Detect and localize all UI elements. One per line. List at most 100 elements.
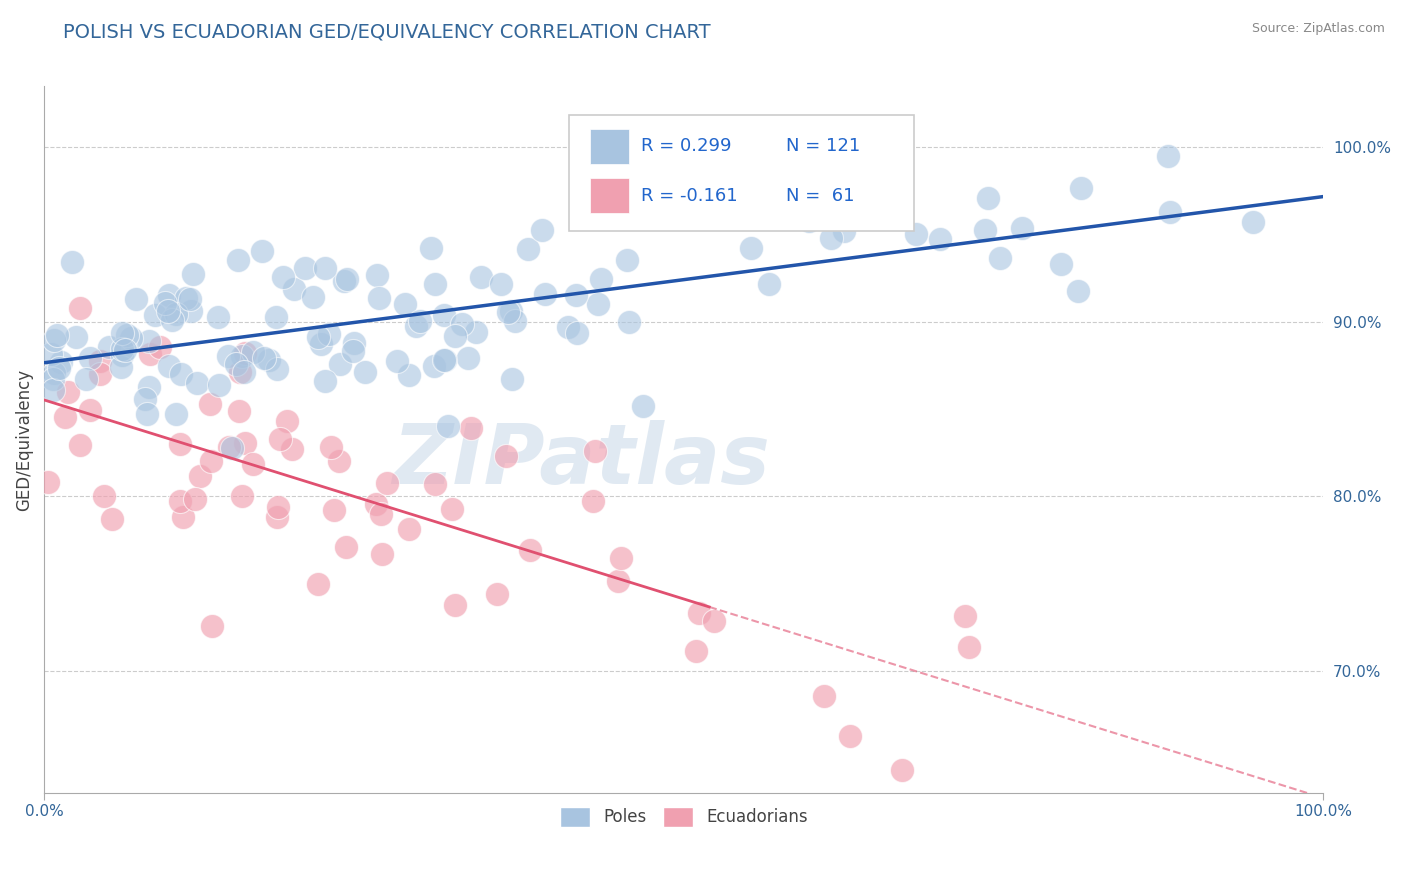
Point bbox=[606, 574, 628, 588]
Point bbox=[180, 303, 202, 318]
Point bbox=[42, 371, 65, 385]
Point bbox=[307, 330, 329, 344]
Text: POLISH VS ECUADORIAN GED/EQUIVALENCY CORRELATION CHART: POLISH VS ECUADORIAN GED/EQUIVALENCY COR… bbox=[63, 22, 711, 41]
Point bbox=[797, 214, 820, 228]
Point bbox=[565, 326, 588, 340]
Point bbox=[582, 493, 605, 508]
Point bbox=[111, 343, 134, 357]
Point bbox=[434, 353, 457, 368]
Point bbox=[49, 355, 72, 369]
Text: ZIPatlas: ZIPatlas bbox=[392, 420, 770, 501]
Point bbox=[610, 551, 633, 566]
Point bbox=[252, 244, 274, 258]
Point bbox=[530, 223, 553, 237]
Point bbox=[225, 357, 247, 371]
Point bbox=[276, 414, 298, 428]
Point bbox=[364, 497, 387, 511]
Point bbox=[221, 441, 243, 455]
Point bbox=[111, 348, 134, 362]
Point bbox=[423, 476, 446, 491]
Point bbox=[465, 325, 488, 339]
Point bbox=[1066, 285, 1088, 299]
Point bbox=[46, 328, 69, 343]
Point bbox=[125, 292, 148, 306]
Point bbox=[318, 327, 340, 342]
Point bbox=[217, 349, 239, 363]
Point bbox=[208, 378, 231, 392]
Point bbox=[165, 407, 187, 421]
Point bbox=[557, 320, 579, 334]
Point bbox=[309, 337, 332, 351]
Point bbox=[226, 253, 249, 268]
Point bbox=[314, 375, 336, 389]
Point bbox=[253, 351, 276, 365]
Point bbox=[929, 232, 952, 246]
Point bbox=[534, 286, 557, 301]
Point bbox=[444, 598, 467, 612]
Point bbox=[519, 542, 541, 557]
Point bbox=[169, 437, 191, 451]
Point bbox=[157, 359, 180, 374]
Point bbox=[329, 357, 352, 371]
Point bbox=[336, 272, 359, 286]
Point bbox=[39, 347, 62, 361]
Point bbox=[89, 367, 111, 381]
Point bbox=[366, 268, 388, 282]
Point bbox=[470, 270, 492, 285]
Point bbox=[55, 409, 77, 424]
Point bbox=[62, 255, 84, 269]
Point bbox=[170, 367, 193, 381]
Point bbox=[271, 270, 294, 285]
Point bbox=[422, 359, 444, 373]
Point bbox=[207, 310, 229, 325]
Point bbox=[120, 331, 142, 345]
Point bbox=[398, 522, 420, 536]
Point bbox=[343, 336, 366, 351]
Point bbox=[333, 274, 356, 288]
Point bbox=[433, 308, 456, 322]
Point bbox=[89, 354, 111, 368]
Point bbox=[977, 191, 1000, 205]
Point bbox=[385, 354, 408, 368]
Point bbox=[616, 252, 638, 267]
Point bbox=[371, 547, 394, 561]
Point bbox=[425, 277, 447, 292]
Point bbox=[138, 334, 160, 349]
Point bbox=[499, 303, 522, 318]
Point bbox=[516, 242, 538, 256]
Point bbox=[79, 351, 101, 366]
Point bbox=[181, 267, 204, 281]
Text: N = 121: N = 121 bbox=[786, 137, 860, 155]
Point bbox=[110, 360, 132, 375]
Point bbox=[233, 346, 256, 360]
Point bbox=[201, 618, 224, 632]
Point bbox=[375, 476, 398, 491]
Y-axis label: GED/Equivalency: GED/Equivalency bbox=[15, 368, 32, 510]
Point bbox=[179, 292, 201, 306]
Point bbox=[138, 347, 160, 361]
Point bbox=[266, 362, 288, 376]
Point bbox=[231, 489, 253, 503]
Point bbox=[157, 287, 180, 301]
Point bbox=[319, 441, 342, 455]
Point bbox=[1241, 215, 1264, 229]
Point bbox=[281, 442, 304, 457]
Point bbox=[322, 503, 344, 517]
Point bbox=[188, 469, 211, 483]
Point bbox=[503, 314, 526, 328]
Point bbox=[619, 315, 641, 329]
Point bbox=[218, 441, 240, 455]
Point bbox=[269, 432, 291, 446]
Point bbox=[307, 577, 329, 591]
Point bbox=[988, 251, 1011, 265]
Point bbox=[441, 502, 464, 516]
Point bbox=[200, 453, 222, 467]
Point bbox=[394, 297, 416, 311]
Point bbox=[740, 241, 762, 255]
Point bbox=[266, 509, 288, 524]
Point bbox=[79, 403, 101, 417]
Point bbox=[75, 371, 97, 385]
Point bbox=[974, 223, 997, 237]
Point bbox=[37, 475, 59, 489]
Point bbox=[433, 353, 456, 368]
